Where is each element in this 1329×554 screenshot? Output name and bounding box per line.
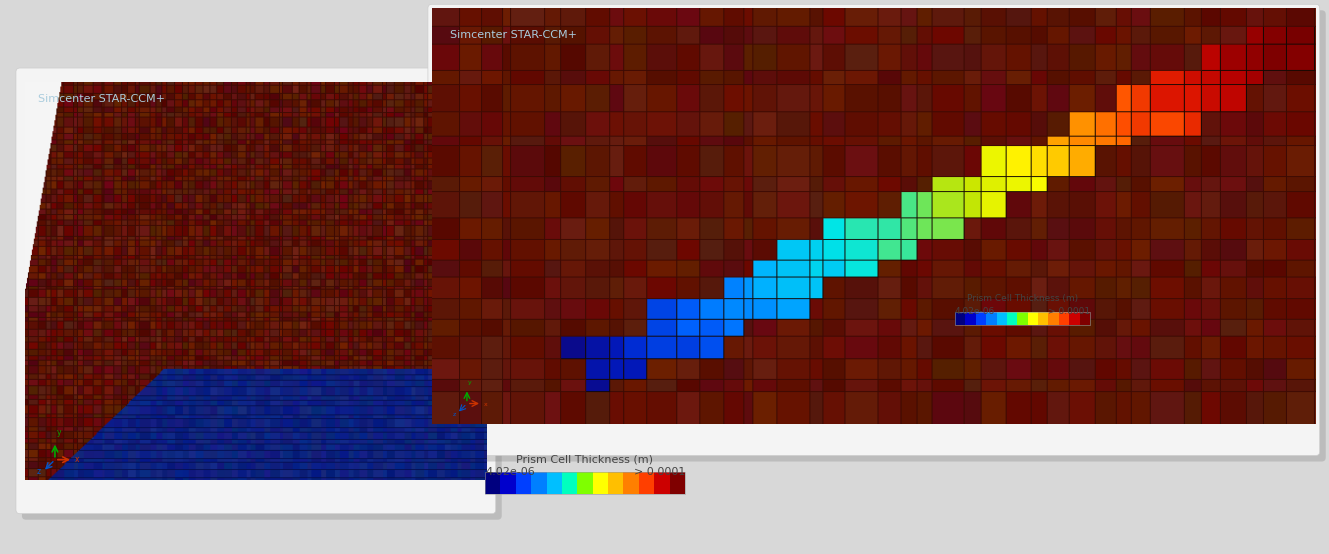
Bar — [577, 472, 593, 494]
Bar — [609, 472, 623, 494]
Text: Simcenter STAR-CCM+: Simcenter STAR-CCM+ — [451, 30, 577, 40]
Bar — [485, 472, 501, 494]
Bar — [956, 312, 965, 325]
Text: 4.02e-06: 4.02e-06 — [485, 467, 534, 477]
Text: > 0.0001: > 0.0001 — [634, 467, 684, 477]
Text: x: x — [484, 402, 488, 407]
FancyBboxPatch shape — [23, 74, 502, 520]
Bar — [1017, 312, 1027, 325]
Bar — [975, 312, 986, 325]
Bar — [532, 472, 546, 494]
Bar — [1007, 312, 1017, 325]
Text: Prism Cell Thickness (m): Prism Cell Thickness (m) — [517, 454, 654, 464]
FancyBboxPatch shape — [435, 11, 1326, 461]
Bar — [501, 472, 516, 494]
Text: y: y — [468, 379, 472, 384]
Bar — [546, 472, 562, 494]
Text: z: z — [37, 466, 41, 476]
FancyBboxPatch shape — [428, 4, 1320, 455]
Text: x: x — [74, 455, 80, 464]
FancyBboxPatch shape — [16, 68, 496, 514]
Bar — [1038, 312, 1049, 325]
Bar — [1049, 312, 1059, 325]
Text: 4.02e-06: 4.02e-06 — [956, 307, 995, 316]
Bar — [1070, 312, 1079, 325]
Bar — [965, 312, 975, 325]
Text: Simcenter STAR-CCM+: Simcenter STAR-CCM+ — [39, 94, 165, 104]
Bar — [956, 312, 1090, 325]
Bar — [997, 312, 1007, 325]
Bar — [516, 472, 532, 494]
Bar — [1027, 312, 1038, 325]
Bar — [986, 312, 997, 325]
Bar — [654, 472, 670, 494]
Bar — [670, 472, 684, 494]
Bar — [562, 472, 577, 494]
Bar — [1059, 312, 1070, 325]
Bar — [1079, 312, 1090, 325]
Bar — [593, 472, 609, 494]
Text: Prism Cell Thickness (m): Prism Cell Thickness (m) — [968, 294, 1078, 303]
Text: z: z — [453, 412, 456, 417]
Bar — [623, 472, 639, 494]
Text: > 0.0001: > 0.0001 — [1047, 307, 1090, 316]
Text: y: y — [57, 428, 61, 437]
Bar — [639, 472, 654, 494]
Bar — [485, 472, 684, 494]
